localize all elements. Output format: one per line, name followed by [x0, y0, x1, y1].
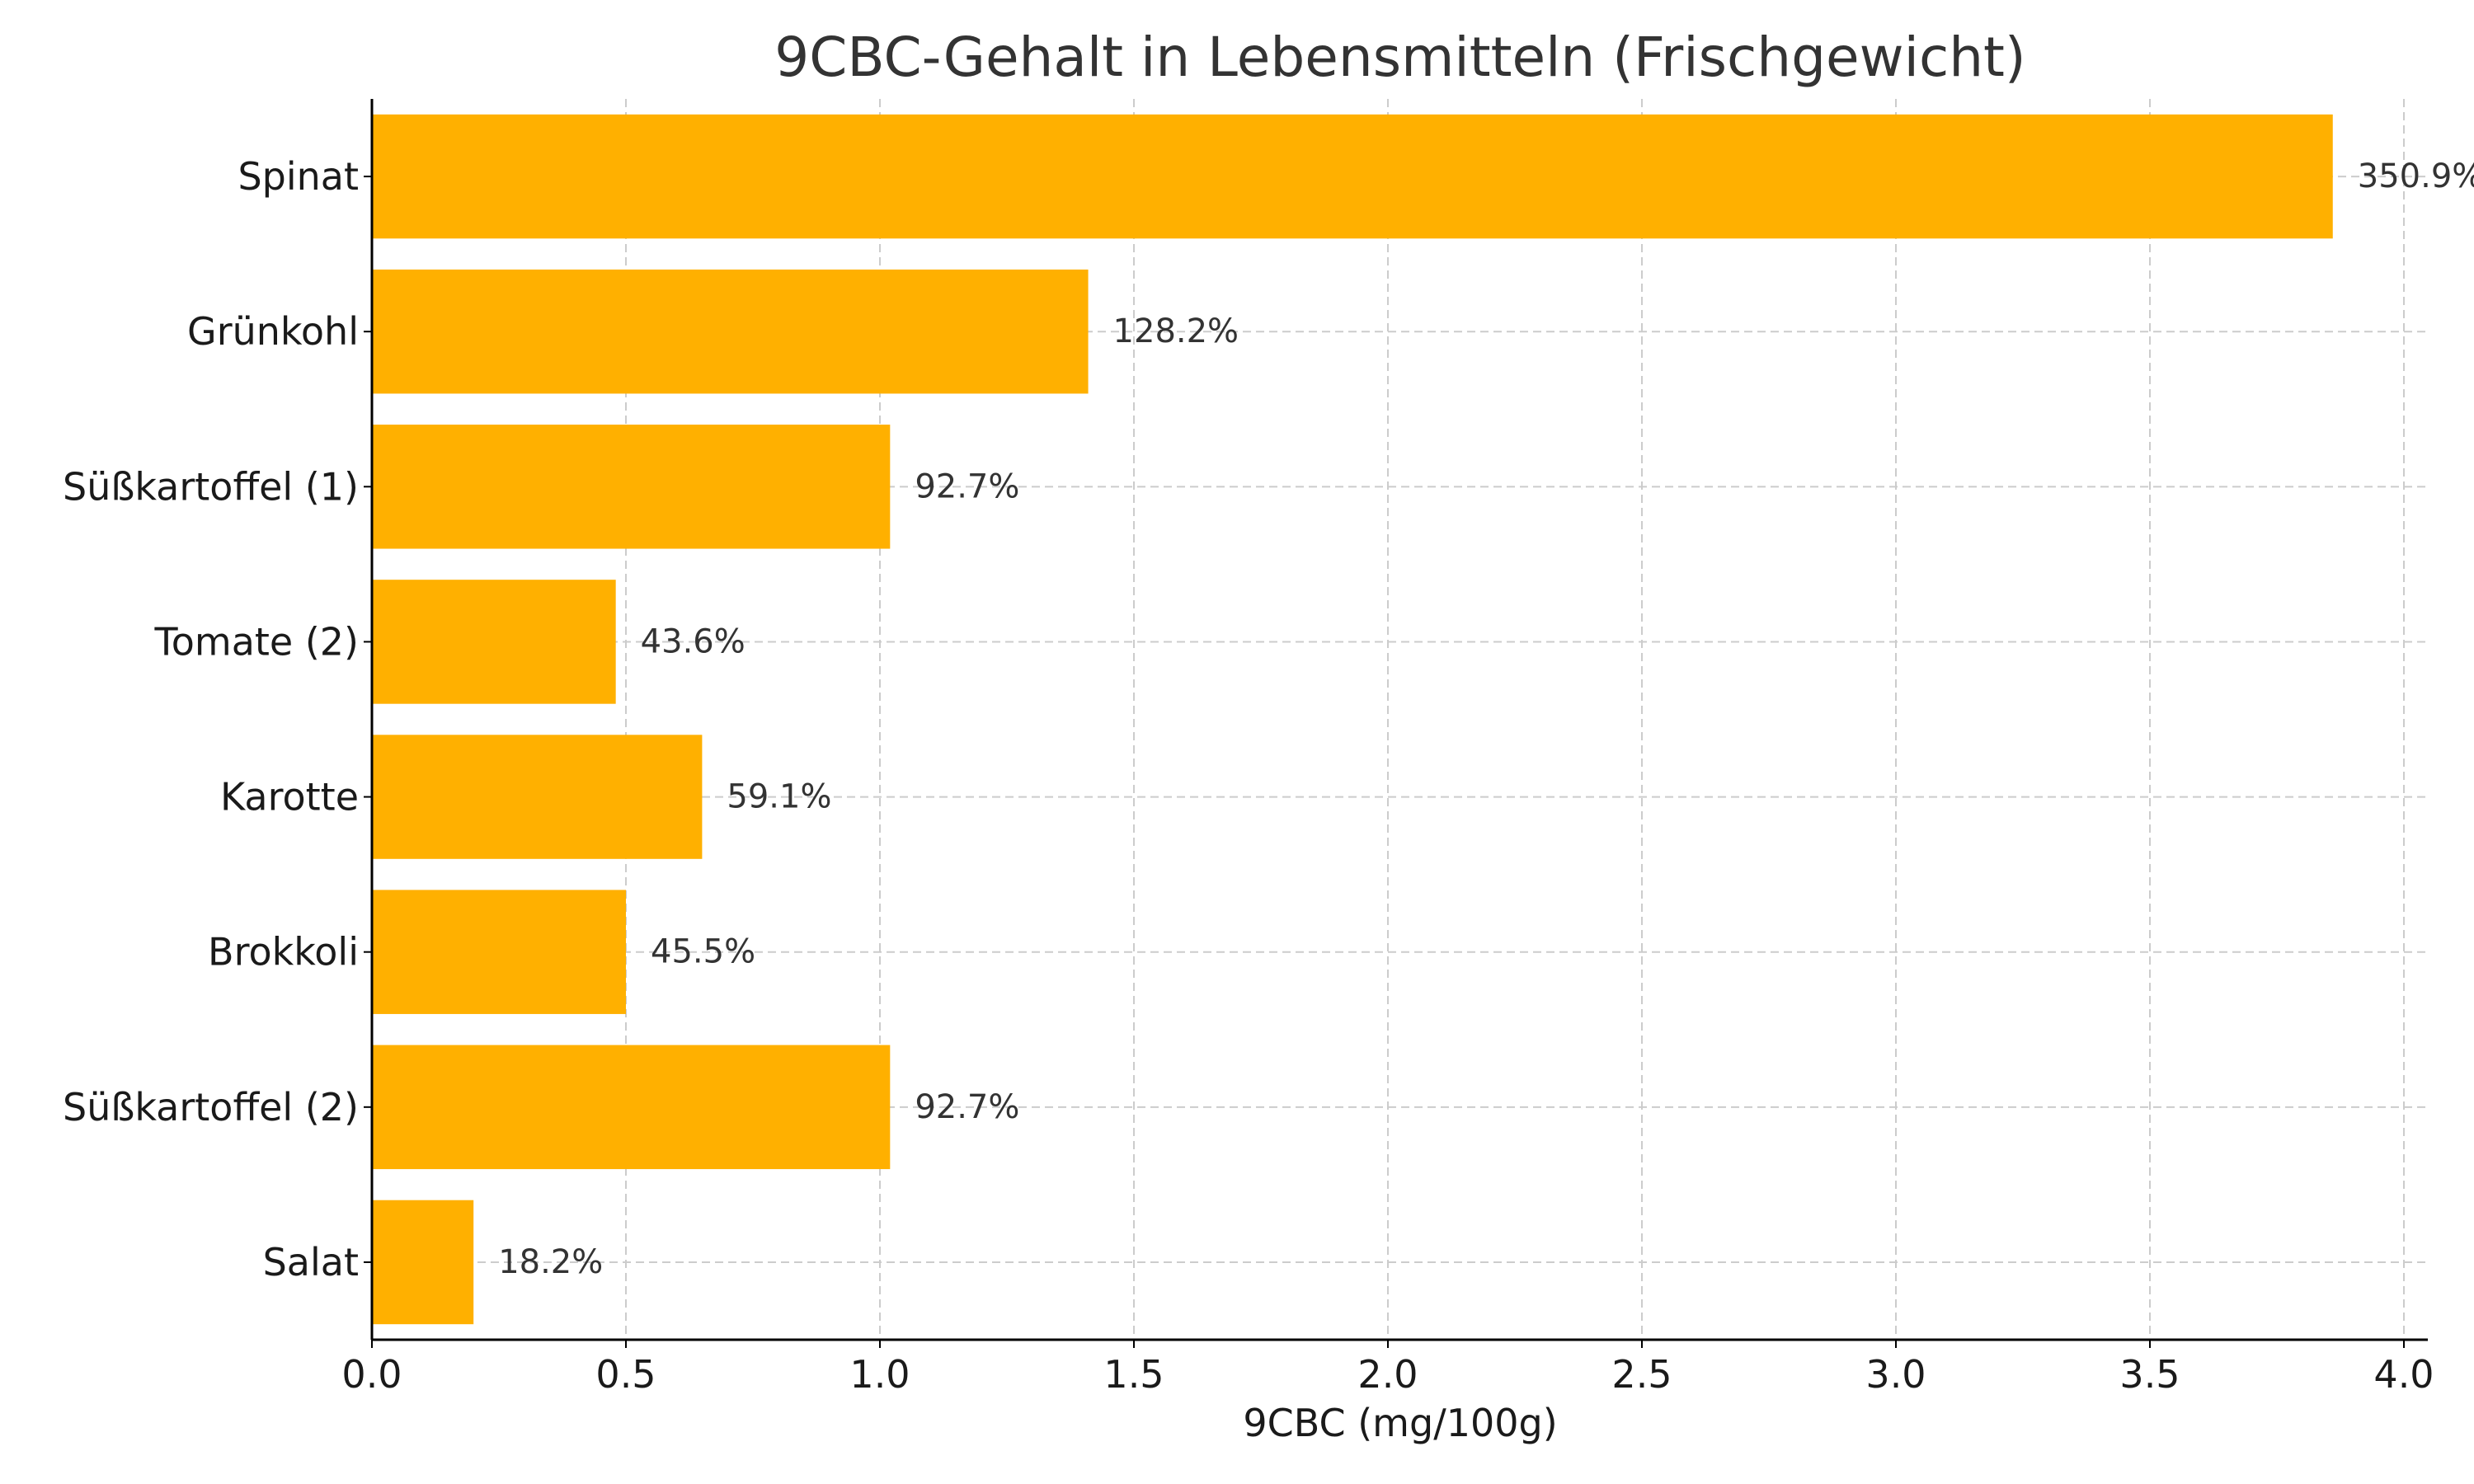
x-tick-label: 1.5 [1103, 1352, 1164, 1397]
x-axis-label: 9CBC (mg/100g) [1243, 1401, 1557, 1445]
x-tick-label: 3.0 [1865, 1352, 1926, 1397]
data-label: 92.7% [915, 1088, 1019, 1126]
x-tick-label: 2.5 [1611, 1352, 1672, 1397]
y-tick-label: Brokkoli [208, 930, 359, 974]
bar [372, 269, 1089, 394]
data-label: 59.1% [727, 778, 831, 816]
bar [372, 114, 2333, 239]
x-tick-label: 0.5 [595, 1352, 656, 1397]
data-label: 350.9% [2358, 157, 2474, 195]
bar [372, 580, 616, 704]
bar [372, 1045, 891, 1170]
bar [372, 1200, 474, 1325]
y-tick-label: Salat [263, 1240, 359, 1284]
x-tick-label: 0.0 [341, 1352, 402, 1397]
bar [372, 890, 626, 1014]
bars [372, 114, 2333, 1325]
y-tick-label: Karotte [220, 775, 359, 819]
y-tick-label: Spinat [238, 154, 359, 199]
x-tick-label: 3.5 [2119, 1352, 2180, 1397]
data-label: 43.6% [641, 622, 745, 660]
data-label: 92.7% [915, 467, 1019, 505]
x-tick-label: 2.0 [1357, 1352, 1418, 1397]
y-tick-label: Grünkohl [187, 309, 359, 354]
data-label: 18.2% [498, 1243, 603, 1281]
axes [370, 99, 2428, 1341]
x-tick-label: 1.0 [849, 1352, 910, 1397]
x-tick-label: 4.0 [2373, 1352, 2434, 1397]
bar [372, 425, 891, 549]
chart-title: 9CBC-Gehalt in Lebensmitteln (Frischgewi… [774, 26, 2025, 89]
bar [372, 735, 703, 859]
data-label: 128.2% [1113, 312, 1239, 350]
y-tick-label: Süßkartoffel (1) [63, 464, 359, 509]
ticks: Spinat Grünkohl Süßkartoffel (1) Tomate (2)… [63, 154, 2434, 1397]
y-tick-label: Süßkartoffel (2) [63, 1085, 359, 1129]
data-label: 45.5% [651, 933, 755, 971]
y-tick-label: Tomate (2) [153, 619, 359, 664]
data-labels: 350.9% 128.2% 92.7% 43.6% 59.1% 45.5% 92.7% 18.… [498, 157, 2474, 1281]
